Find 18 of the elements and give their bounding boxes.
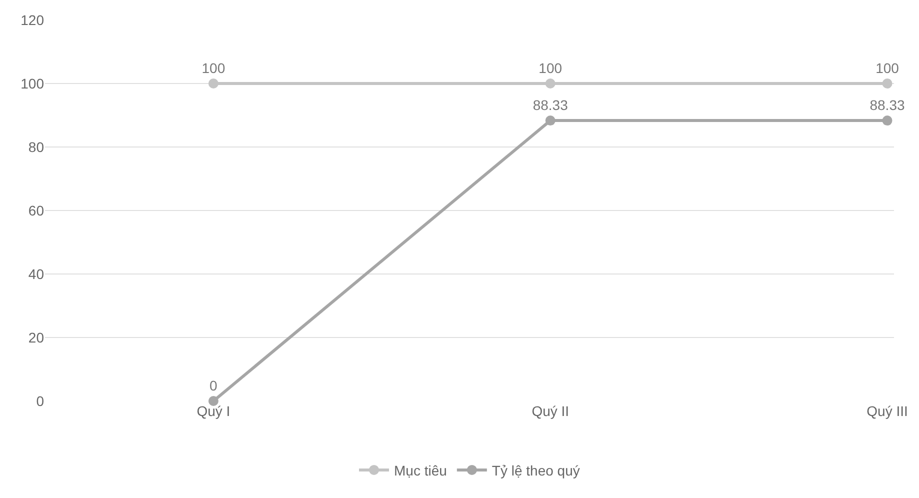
y-tick-label: 120 — [20, 12, 44, 28]
data-label: 88.33 — [870, 96, 905, 113]
data-label: 0 — [210, 377, 218, 394]
y-tick-label: 40 — [28, 266, 44, 282]
legend-label: Tỷ lệ theo quý — [492, 462, 580, 478]
y-tick-label: 100 — [20, 75, 44, 92]
legend-label: Mục tiêu — [394, 462, 447, 478]
x-tick-label: Quý II — [532, 403, 570, 419]
y-tick-label: 0 — [36, 392, 44, 409]
x-tick-label: Quý III — [866, 403, 908, 419]
data-label: 88.33 — [532, 96, 568, 113]
y-tick-label: 80 — [28, 138, 44, 155]
x-tick-label: Quý I — [196, 403, 230, 419]
y-tick-label: 20 — [28, 329, 44, 346]
data-label: 100 — [876, 60, 900, 76]
data-label: 100 — [202, 60, 226, 76]
data-label: 100 — [538, 60, 562, 76]
y-tick-label: 60 — [28, 202, 44, 218]
